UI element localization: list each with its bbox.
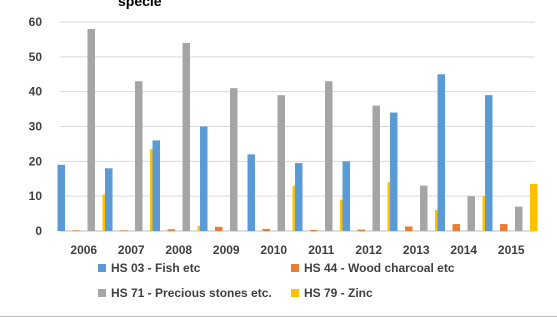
y-tick-label: 20: [29, 154, 43, 168]
bar-fish-2013: [390, 112, 398, 231]
x-tick-label: 2013: [403, 243, 430, 257]
bar-wood-charcoal-2011: [310, 229, 318, 231]
bar-fish-2012: [342, 161, 350, 231]
y-tick-label: 10: [29, 189, 43, 203]
x-tick-label: 2010: [260, 243, 287, 257]
bar-fish-2015: [485, 95, 493, 232]
bar-precious-stones-2010: [277, 95, 285, 232]
y-tick-label: 40: [29, 85, 43, 99]
bar-wood-charcoal-2015: [500, 224, 508, 231]
bar-fish-2006: [57, 164, 65, 231]
bar-wood-charcoal-2014: [452, 224, 460, 231]
bar-precious-stones-2009: [230, 88, 238, 231]
bar-precious-stones-2011: [325, 81, 333, 231]
bar-precious-stones-2014: [467, 196, 475, 231]
bar-precious-stones-2007: [135, 81, 143, 231]
x-tick-label: 2009: [213, 243, 240, 257]
x-tick-label: 2011: [308, 243, 334, 257]
bar-wood-charcoal-2006: [72, 230, 80, 231]
x-tick-label: 2015: [498, 243, 525, 257]
bar-wood-charcoal-2008: [167, 229, 175, 231]
bar-fish-2014: [437, 74, 445, 231]
x-tick-label: 2006: [70, 243, 97, 257]
bar-precious-stones-2006: [87, 28, 95, 231]
bar-precious-stones-2008: [182, 42, 190, 232]
bar-wood-charcoal-2009: [215, 226, 223, 231]
chart-title-fragment: specie: [118, 0, 162, 9]
bar-wood-charcoal-2010: [262, 228, 270, 231]
bar-fish-2008: [152, 140, 160, 231]
bar-fish-2009: [200, 126, 208, 231]
x-tick-label: 2014: [450, 243, 477, 257]
y-tick-label: 30: [29, 120, 43, 134]
x-tick-label: 2008: [165, 243, 192, 257]
bar-wood-charcoal-2012: [357, 229, 365, 231]
x-tick-label: 2007: [118, 243, 145, 257]
bar-wood-charcoal-2013: [405, 226, 413, 231]
bar-zinc-2015: [530, 183, 538, 231]
bottom-border: [0, 316, 557, 317]
bar-fish-2011: [295, 163, 303, 231]
bar-precious-stones-2012: [372, 105, 380, 231]
bar-wood-charcoal-2007: [120, 230, 128, 231]
bar-fish-2007: [105, 168, 113, 231]
y-tick-label: 60: [29, 15, 43, 29]
y-tick-label: 0: [35, 224, 42, 238]
bar-fish-2010: [247, 154, 255, 231]
x-tick-label: 2012: [355, 243, 382, 257]
bar-precious-stones-2015: [515, 206, 523, 231]
y-tick-label: 50: [29, 50, 43, 64]
bar-precious-stones-2013: [420, 185, 428, 231]
